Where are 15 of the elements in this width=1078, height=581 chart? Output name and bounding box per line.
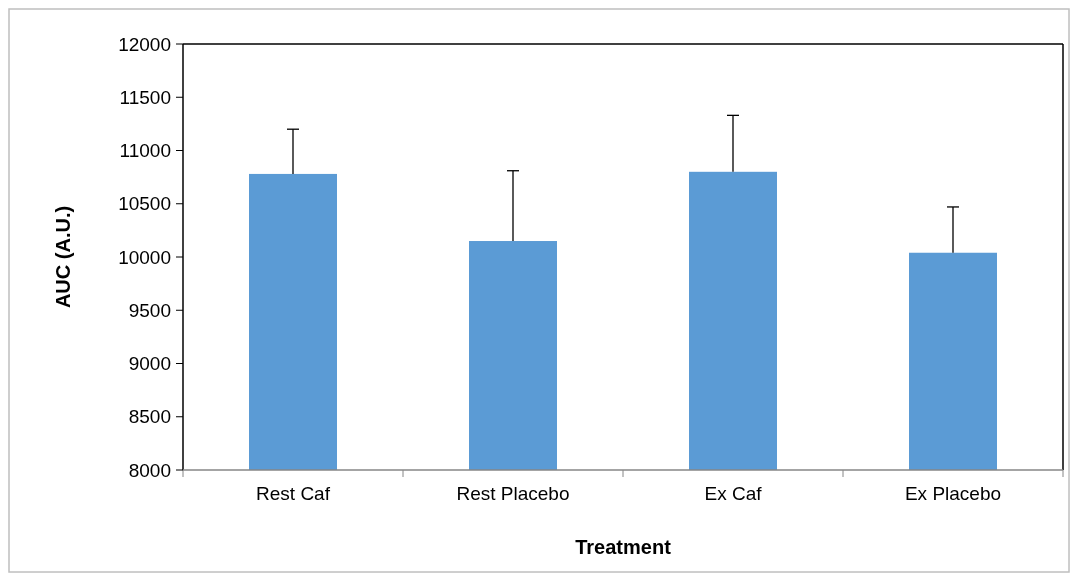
y-tick-label: 9000 bbox=[128, 353, 171, 375]
y-axis-title: AUC (A.U.) bbox=[52, 205, 74, 309]
x-tick-label: Ex Placebo bbox=[904, 483, 1002, 504]
y-tick-label: 10000 bbox=[118, 246, 171, 268]
y-tick-label: 11500 bbox=[119, 86, 171, 108]
y-tick-label: 12000 bbox=[118, 33, 171, 55]
x-tick-label: Ex Caf bbox=[704, 483, 763, 504]
y-tick-label: 10500 bbox=[118, 193, 171, 215]
x-tick-label: Rest Caf bbox=[256, 483, 331, 504]
y-tick-label: 8000 bbox=[128, 459, 171, 481]
y-tick-label: 8500 bbox=[128, 406, 171, 428]
x-axis-title: Treatment bbox=[575, 536, 672, 558]
y-tick-label: 9500 bbox=[128, 299, 171, 321]
x-tick-label: Rest Placebo bbox=[456, 483, 570, 504]
y-tick-label: 11000 bbox=[119, 140, 171, 162]
